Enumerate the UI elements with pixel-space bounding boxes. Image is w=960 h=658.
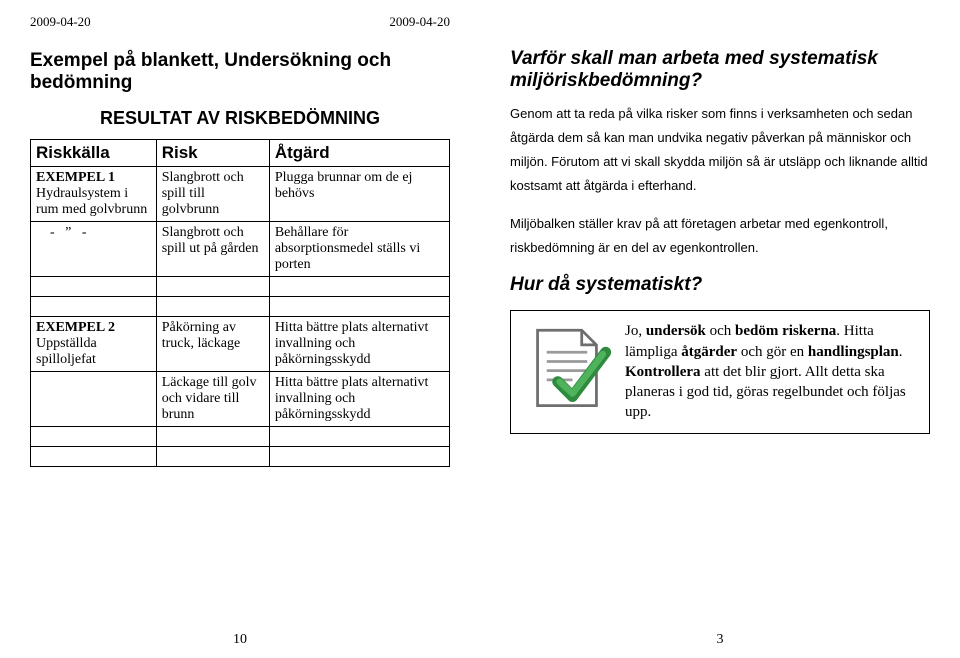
- page-number: 3: [480, 632, 960, 648]
- para-1: Genom att ta reda på vilka risker som fi…: [510, 102, 930, 198]
- cell: [156, 447, 269, 467]
- cell: Plugga brunnar om de ej behövs: [269, 167, 449, 222]
- table-row: EXEMPEL 2Uppställda spilloljefat Påkörni…: [31, 317, 450, 372]
- table-gap: [31, 297, 450, 317]
- page-spread: 2009-04-20 2009-04-20 Exempel på blanket…: [0, 0, 960, 658]
- table-row: - ” - Slangbrott och spill ut på gården …: [31, 222, 450, 277]
- col-risk: Risk: [156, 140, 269, 167]
- right-title: Varför skall man arbeta med systematisk …: [510, 48, 930, 92]
- table-header-row: Riskkälla Risk Åtgärd: [31, 140, 450, 167]
- cell: Slangbrott och spill ut på gården: [156, 222, 269, 277]
- cell: Hitta bättre plats alternativt invallnin…: [269, 317, 449, 372]
- right-h2: Hur då systematiskt?: [510, 274, 930, 296]
- instruction-box: Jo, undersök och bedöm riskerna. Hitta l…: [510, 310, 930, 433]
- cell: [31, 372, 157, 427]
- cell: Påkörning av truck, läckage: [156, 317, 269, 372]
- cell: Läckage till golv och vidare till brunn: [156, 372, 269, 427]
- table-row: [31, 447, 450, 467]
- cell: [269, 447, 449, 467]
- col-atgard: Åtgärd: [269, 140, 449, 167]
- right-page: Varför skall man arbeta med systematisk …: [480, 0, 960, 658]
- table-row: EXEMPEL 1Hydraulsystem i rum med golvbru…: [31, 167, 450, 222]
- cell: EXEMPEL 1Hydraulsystem i rum med golvbru…: [31, 167, 157, 222]
- left-subtitle: RESULTAT AV RISKBEDÖMNING: [30, 108, 450, 129]
- cell: Slangbrott och spill till golvbrunn: [156, 167, 269, 222]
- cell: - ” -: [31, 222, 157, 277]
- cell: [31, 427, 157, 447]
- left-page: 2009-04-20 2009-04-20 Exempel på blanket…: [0, 0, 480, 658]
- cell: [31, 447, 157, 467]
- checklist-icon: [521, 321, 613, 413]
- date-row: 2009-04-20 2009-04-20: [30, 14, 450, 30]
- box-text: Jo, undersök och bedöm riskerna. Hitta l…: [625, 321, 919, 422]
- date-left: 2009-04-20: [30, 14, 91, 30]
- page-number: 10: [0, 632, 480, 648]
- cell: [269, 427, 449, 447]
- date-right: 2009-04-20: [389, 14, 450, 30]
- risk-table: Riskkälla Risk Åtgärd EXEMPEL 1Hydraulsy…: [30, 139, 450, 467]
- cell: Behållare för absorptionsmedel ställs vi…: [269, 222, 449, 277]
- col-riskkalla: Riskkälla: [31, 140, 157, 167]
- table-row: Läckage till golv och vidare till brunn …: [31, 372, 450, 427]
- cell: [156, 427, 269, 447]
- left-title: Exempel på blankett, Undersökning och be…: [30, 50, 450, 94]
- para-2: Miljöbalken ställer krav på att företage…: [510, 212, 930, 260]
- table-gap: [31, 277, 450, 297]
- cell: EXEMPEL 2Uppställda spilloljefat: [31, 317, 157, 372]
- table-row: [31, 427, 450, 447]
- cell: Hitta bättre plats alternativt invallnin…: [269, 372, 449, 427]
